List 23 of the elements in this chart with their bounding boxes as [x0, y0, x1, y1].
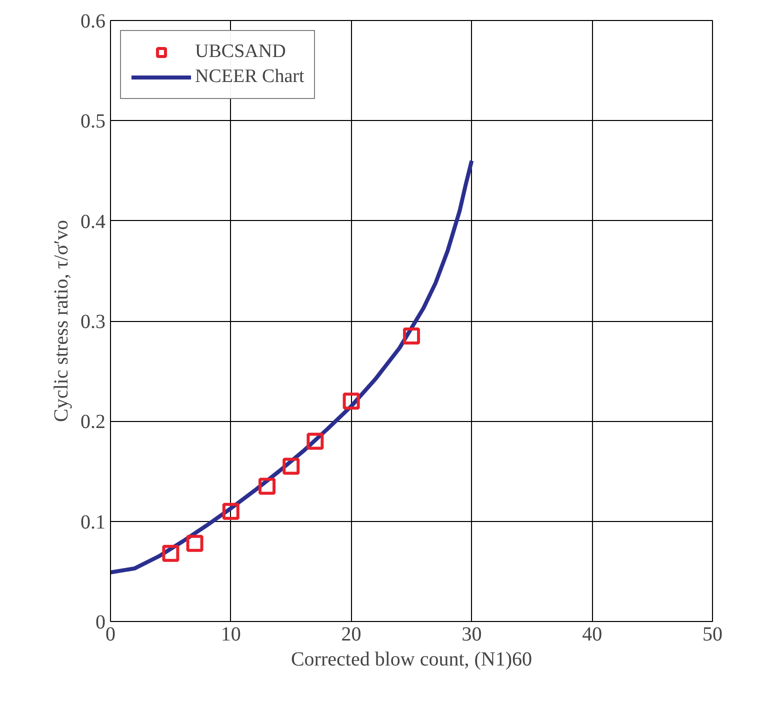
legend-label: UBCSAND	[195, 41, 286, 63]
y-tick-label: 0.5	[80, 110, 106, 133]
point	[306, 432, 324, 450]
y-tick-label: 0.3	[80, 311, 106, 333]
y-tick-label: 0.1	[80, 511, 106, 534]
x-tick-label: 50	[702, 624, 722, 646]
x-axis-title: Corrected blow count, (N1)60	[290, 648, 532, 670]
point	[162, 544, 180, 562]
x-tick-label: 40	[582, 624, 602, 646]
point	[282, 458, 300, 475]
y-tick-label: 0.2	[80, 411, 106, 434]
legend-label: NCEER Chart	[195, 66, 304, 88]
point	[222, 502, 240, 520]
point	[186, 534, 204, 552]
point	[342, 392, 360, 410]
point	[258, 478, 276, 495]
x-tick-label: 20	[341, 624, 362, 646]
y-axis-title: Cyclic stress ratio, τ/σ′vo	[50, 220, 72, 422]
x-tick-label: 30	[462, 624, 482, 646]
point	[403, 328, 420, 345]
y-tick-label: 0.4	[80, 210, 106, 233]
x-tick-label: 10	[220, 624, 241, 646]
y-tick-label: 0.6	[80, 10, 106, 32]
